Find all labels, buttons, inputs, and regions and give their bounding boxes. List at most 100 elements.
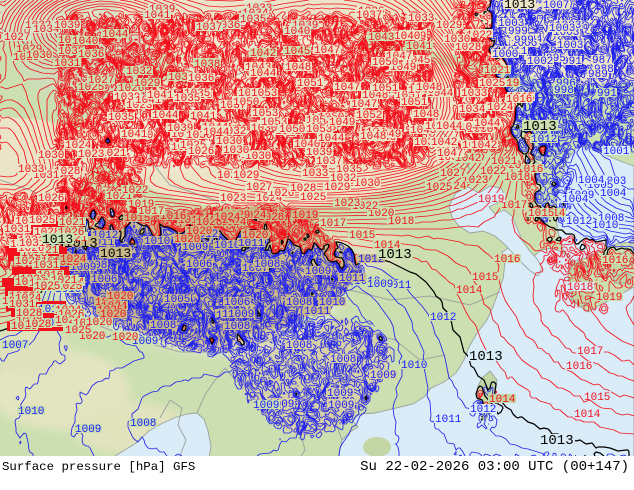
svg-text:1017: 1017: [320, 218, 346, 230]
svg-text:1025: 1025: [426, 182, 452, 194]
svg-text:1015: 1015: [472, 272, 498, 284]
svg-text:1039: 1039: [114, 92, 140, 104]
svg-text:1003: 1003: [549, 23, 575, 35]
svg-text:1019: 1019: [292, 210, 318, 222]
svg-text:1035: 1035: [336, 164, 362, 176]
svg-text:1033: 1033: [461, 88, 487, 100]
svg-text:1025: 1025: [479, 78, 505, 90]
svg-text:1050: 1050: [233, 97, 259, 109]
svg-text:1012: 1012: [531, 134, 557, 146]
svg-text:1048: 1048: [360, 131, 386, 143]
svg-text:1009: 1009: [305, 266, 331, 278]
svg-text:1029: 1029: [134, 78, 160, 90]
svg-text:1036: 1036: [78, 49, 104, 61]
svg-text:1007: 1007: [2, 340, 28, 352]
svg-text:1005: 1005: [164, 294, 190, 306]
svg-text:1010: 1010: [319, 297, 345, 309]
svg-text:1013: 1013: [469, 349, 503, 365]
svg-text:1008: 1008: [330, 354, 356, 366]
svg-text:1013: 1013: [523, 119, 557, 135]
svg-text:1028: 1028: [25, 319, 51, 331]
svg-text:1030: 1030: [223, 145, 249, 157]
svg-text:1044: 1044: [474, 118, 501, 130]
svg-text:1028: 1028: [455, 42, 481, 54]
svg-text:1035: 1035: [108, 112, 134, 124]
svg-text:1011: 1011: [238, 238, 265, 250]
svg-text:1030: 1030: [245, 151, 271, 163]
svg-text:1028: 1028: [54, 166, 80, 178]
svg-text:1044: 1044: [250, 68, 277, 80]
svg-text:1004: 1004: [600, 188, 627, 200]
svg-text:1021: 1021: [484, 65, 511, 77]
svg-text:1015: 1015: [528, 208, 554, 220]
svg-text:1040: 1040: [294, 139, 320, 151]
svg-text:1050: 1050: [279, 124, 305, 136]
svg-text:1040: 1040: [284, 26, 310, 38]
svg-text:1002: 1002: [527, 56, 553, 68]
svg-text:1011: 1011: [304, 306, 331, 318]
svg-text:1035: 1035: [174, 93, 200, 105]
svg-text:1023: 1023: [78, 149, 104, 161]
svg-text:1020: 1020: [107, 291, 133, 303]
svg-text:1044: 1044: [436, 121, 463, 133]
svg-text:1009: 1009: [253, 400, 279, 412]
svg-text:1048: 1048: [416, 82, 442, 94]
svg-text:1038: 1038: [194, 59, 220, 71]
svg-text:1011: 1011: [435, 414, 462, 426]
svg-text:1034: 1034: [459, 104, 486, 116]
svg-text:1030: 1030: [444, 34, 470, 46]
svg-text:1036: 1036: [188, 73, 214, 85]
svg-text:1004: 1004: [578, 175, 605, 187]
svg-text:1044: 1044: [152, 110, 179, 122]
svg-text:1016: 1016: [160, 211, 186, 223]
svg-text:1019: 1019: [128, 199, 154, 211]
svg-text:1032: 1032: [126, 66, 152, 78]
svg-text:1025: 1025: [78, 82, 104, 94]
svg-text:1027: 1027: [440, 168, 466, 180]
svg-text:1008: 1008: [130, 418, 156, 430]
svg-text:1025: 1025: [29, 215, 55, 227]
svg-text:1020: 1020: [100, 309, 126, 321]
svg-text:1041: 1041: [406, 41, 433, 53]
svg-text:1013: 1013: [100, 246, 131, 261]
svg-text:1051: 1051: [372, 83, 399, 95]
svg-text:1009: 1009: [327, 388, 353, 400]
svg-text:1026: 1026: [38, 193, 64, 205]
svg-text:1033: 1033: [18, 164, 44, 176]
svg-text:1008: 1008: [286, 340, 312, 352]
svg-text:1006: 1006: [224, 297, 250, 309]
svg-text:1023: 1023: [462, 175, 488, 187]
svg-text:1026: 1026: [268, 188, 294, 200]
svg-text:999: 999: [508, 26, 528, 38]
svg-text:1001: 1001: [603, 146, 630, 158]
svg-text:1014: 1014: [489, 394, 516, 406]
svg-text:1047: 1047: [334, 82, 360, 94]
svg-text:1022: 1022: [122, 185, 148, 197]
svg-text:1016: 1016: [566, 361, 592, 373]
svg-text:1017: 1017: [138, 206, 164, 218]
svg-text:1042: 1042: [431, 137, 457, 149]
svg-text:1013: 1013: [504, 0, 535, 12]
svg-text:1041: 1041: [121, 129, 148, 141]
svg-text:1014: 1014: [456, 285, 483, 297]
svg-text:991: 991: [597, 88, 617, 100]
svg-text:1040: 1040: [72, 36, 98, 48]
svg-text:1037: 1037: [356, 10, 382, 22]
svg-text:1011: 1011: [339, 273, 366, 285]
svg-text:1014: 1014: [374, 240, 401, 252]
svg-text:1030: 1030: [26, 50, 52, 62]
svg-text:1028: 1028: [290, 183, 316, 195]
svg-text:1029: 1029: [233, 170, 259, 182]
svg-text:1018: 1018: [388, 216, 414, 228]
svg-text:1010: 1010: [144, 236, 170, 248]
svg-text:1044: 1044: [102, 29, 129, 41]
svg-text:989: 989: [588, 69, 608, 81]
svg-text:1047: 1047: [437, 148, 463, 160]
svg-text:1032: 1032: [330, 173, 356, 185]
svg-text:1051: 1051: [297, 78, 324, 90]
svg-text:1018: 1018: [567, 282, 593, 294]
svg-text:1020: 1020: [86, 317, 112, 329]
svg-text:1015: 1015: [584, 392, 610, 404]
svg-text:1042: 1042: [250, 48, 276, 60]
svg-text:1031: 1031: [4, 224, 31, 236]
